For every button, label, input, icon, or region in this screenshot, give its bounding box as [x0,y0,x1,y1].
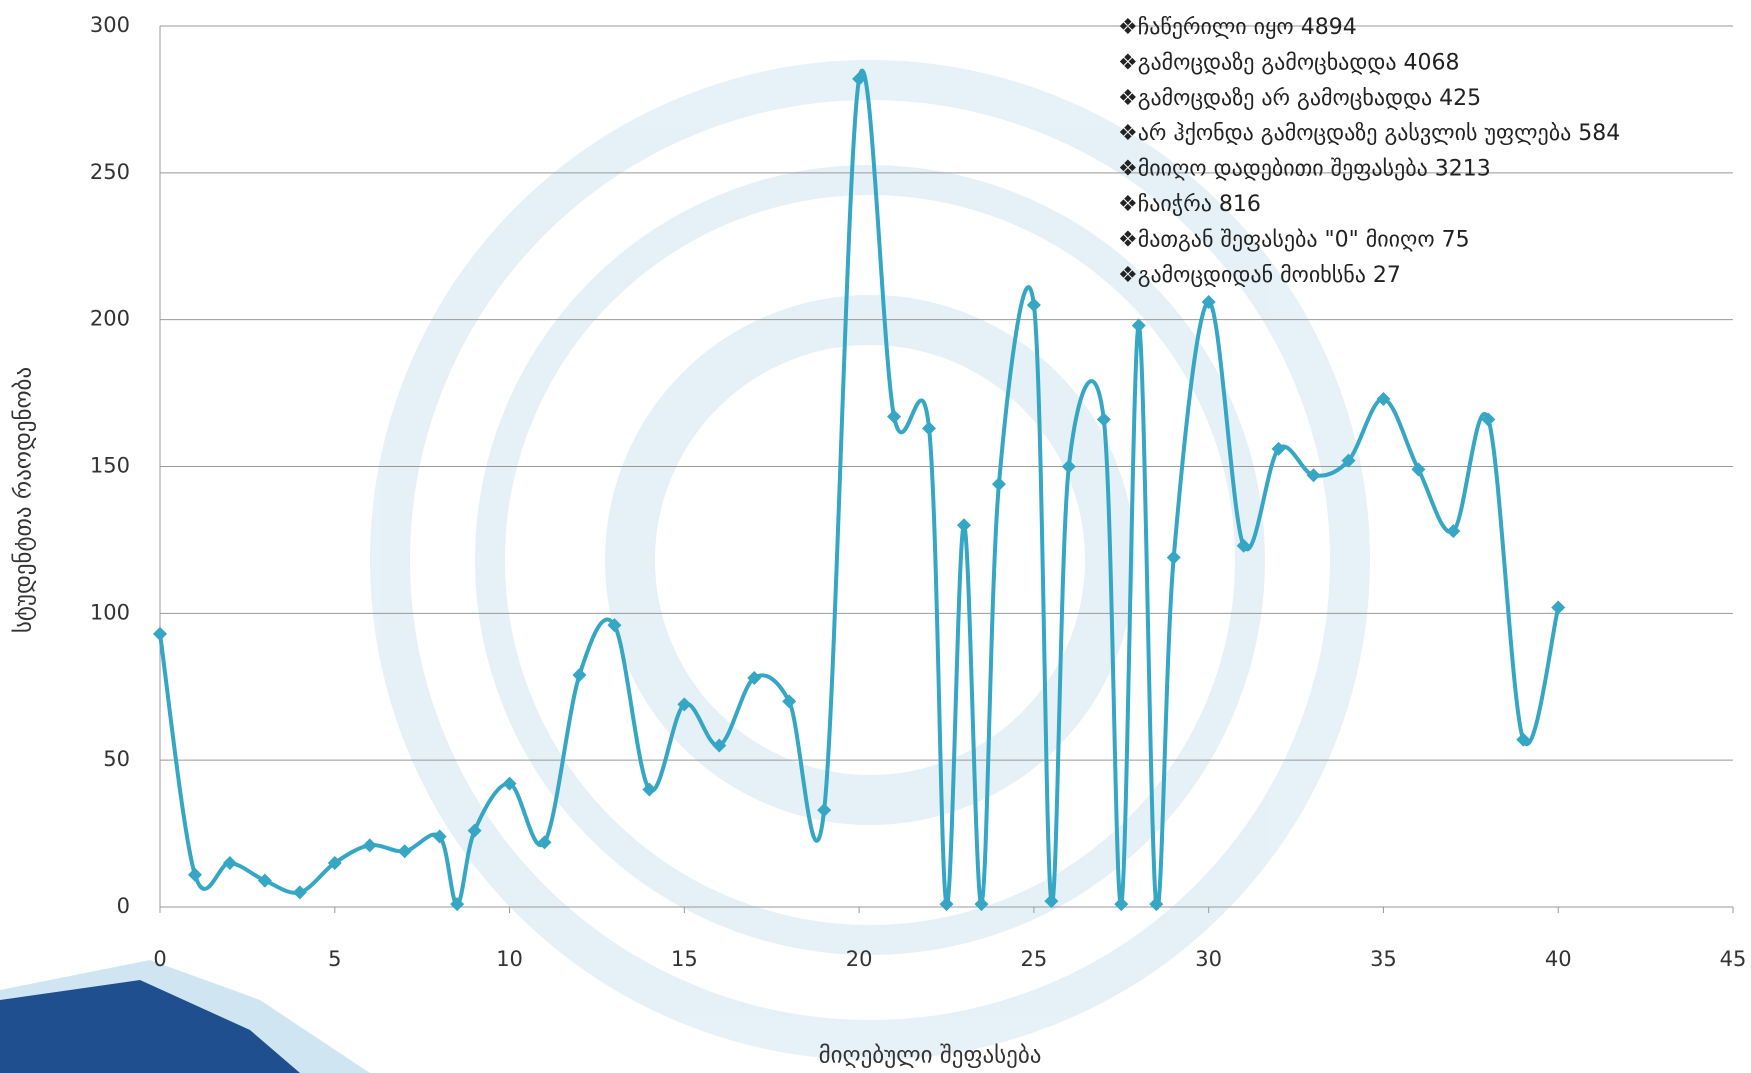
marker [153,626,167,641]
marker [1411,462,1426,477]
marker [1306,468,1321,483]
marker [502,776,517,791]
marker [327,855,342,870]
y-tick-label: 0 [117,894,130,918]
x-axis-title: მიღებული შეფასება [819,1043,1042,1069]
y-tick-label: 50 [103,747,130,771]
annotation: ❖გამოცდიდან მოიხსნა 27 [1118,263,1401,288]
annotation: ❖გამოცდაზე გამოცხადდა 4068 [1118,50,1460,75]
annotation: ❖მიიღო დადებითი შეფასება 3213 [1118,157,1491,182]
x-tick-label: 25 [1021,947,1048,971]
marker [1096,412,1111,427]
x-tick-label: 45 [1720,947,1747,971]
marker [1481,412,1496,427]
marker [1446,524,1461,539]
y-axis-title: სტუდენტთა რაოდენობა [11,367,37,633]
annotation: ❖ჩაწერილი იყო 4894 [1118,15,1357,40]
x-tick-label: 0 [153,947,166,971]
marker [222,855,237,870]
x-tick-label: 35 [1370,947,1397,971]
marker [1376,391,1391,406]
marker [1061,459,1076,474]
watermark [370,60,1370,1060]
marker [642,782,657,797]
marker [1236,538,1251,553]
marker [187,867,202,882]
marker [939,897,954,912]
x-tick-label: 15 [671,947,698,971]
marker [432,829,447,844]
marker [607,618,622,633]
marker [887,409,902,424]
marker [1341,453,1356,468]
y-tick-label: 200 [90,307,130,331]
annotation: ❖არ ჰქონდა გამოცდაზე გასვლის უფლება 584 [1118,121,1620,146]
annotation: ❖ჩაიჭრა 816 [1118,192,1261,217]
marker [747,670,762,685]
marker [537,835,552,850]
y-tick-label: 100 [90,600,130,624]
x-tick-label: 10 [496,947,523,971]
marker [1516,732,1531,747]
annotation: ❖მათგან შეფასება "0" მიიღო 75 [1118,227,1470,252]
marker [677,697,692,712]
marker [572,668,587,683]
corner-swoosh-dark [0,980,300,1073]
marker [782,694,797,709]
marker [852,71,867,86]
annotation: ❖გამოცდაზე არ გამოცხადდა 425 [1118,86,1481,111]
marker [1131,318,1146,333]
series-line [158,68,1561,910]
y-tick-label: 150 [90,454,130,478]
marker [1551,600,1566,615]
x-tick-label: 5 [328,947,341,971]
marker [1114,897,1129,912]
x-tick-label: 30 [1195,947,1222,971]
marker [817,803,832,818]
marker [292,885,307,900]
marker [397,844,412,859]
marker [1271,441,1286,456]
marker [257,873,272,888]
x-tick-label: 40 [1545,947,1572,971]
marker [467,823,482,838]
marker [1149,897,1164,912]
y-tick-label: 300 [90,13,130,37]
marker [974,897,989,912]
marker [991,477,1006,492]
marker [1201,295,1216,310]
marker [450,897,465,912]
marker [1166,550,1181,565]
marker [956,518,971,533]
marker [922,421,937,436]
marker [1026,297,1041,312]
marker [712,738,727,753]
y-tick-label: 250 [90,160,130,184]
marker [362,838,377,853]
marker [1044,894,1059,909]
x-tick-label: 20 [846,947,873,971]
